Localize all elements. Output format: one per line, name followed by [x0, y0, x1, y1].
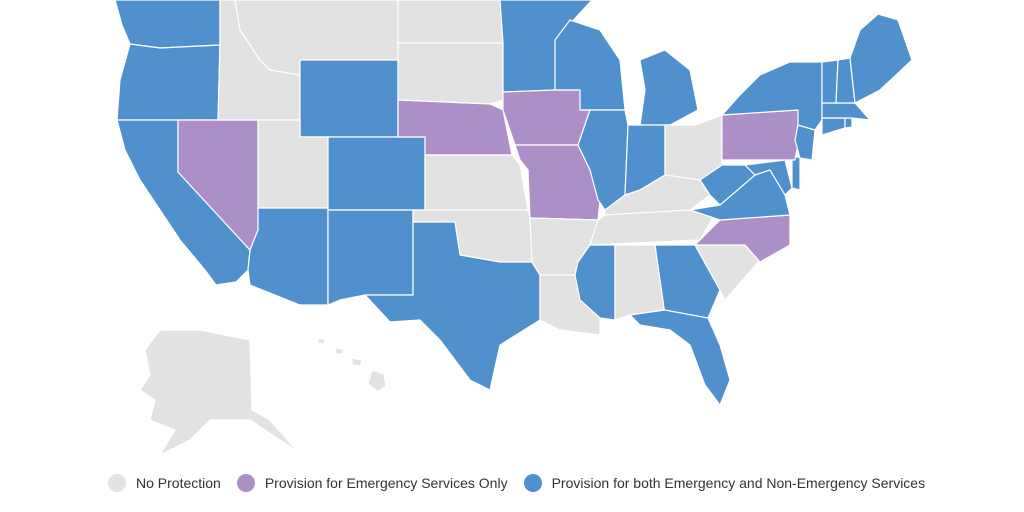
legend-item-emergency: Provision for Emergency Services Only [236, 474, 508, 492]
state-tx[interactable] [364, 221, 541, 391]
state-az[interactable] [247, 207, 329, 306]
state-hi[interactable] [367, 369, 387, 393]
state-nm[interactable] [327, 209, 414, 306]
legend-swatch-both [523, 474, 542, 492]
state-ga[interactable] [654, 244, 721, 319]
legend-label-none: No Protection [136, 475, 221, 491]
state-ma[interactable] [821, 102, 871, 121]
state-ak[interactable] [139, 329, 299, 456]
state-or[interactable] [116, 43, 221, 121]
state-de[interactable] [791, 154, 801, 191]
state-ny[interactable] [721, 61, 823, 131]
state-ks[interactable] [424, 154, 529, 211]
state-nj[interactable] [794, 124, 816, 161]
legend-label-emergency: Provision for Emergency Services Only [264, 475, 508, 491]
state-co[interactable] [327, 136, 426, 211]
state-nd[interactable] [397, 0, 504, 44]
state-ri[interactable] [844, 117, 853, 129]
state-wy[interactable] [299, 59, 399, 138]
state-wa[interactable] [114, 0, 221, 49]
legend-swatch-none [108, 474, 126, 492]
state-ct[interactable] [821, 117, 846, 136]
state-ia[interactable] [502, 89, 591, 146]
legend-label-both: Provision for both Emergency and Non-Eme… [551, 475, 926, 491]
state-me[interactable] [849, 13, 913, 104]
legend-item-both: Provision for both Emergency and Non-Eme… [523, 474, 926, 492]
state-fl[interactable] [629, 309, 731, 406]
legend-swatch-emergency [236, 474, 255, 492]
state-pa[interactable] [721, 109, 801, 161]
state-il[interactable] [577, 109, 629, 211]
state-hi-group [317, 337, 387, 393]
legend-item-none: No Protection [108, 474, 221, 492]
state-hi-maui[interactable] [351, 357, 363, 367]
state-sd[interactable] [397, 42, 504, 105]
state-mi[interactable] [639, 49, 699, 126]
state-vt[interactable] [821, 59, 839, 104]
state-hi-oahu[interactable] [334, 347, 344, 355]
map-legend: No Protection Provision for Emergency Se… [108, 474, 941, 492]
state-hi-kauai[interactable] [317, 337, 326, 345]
